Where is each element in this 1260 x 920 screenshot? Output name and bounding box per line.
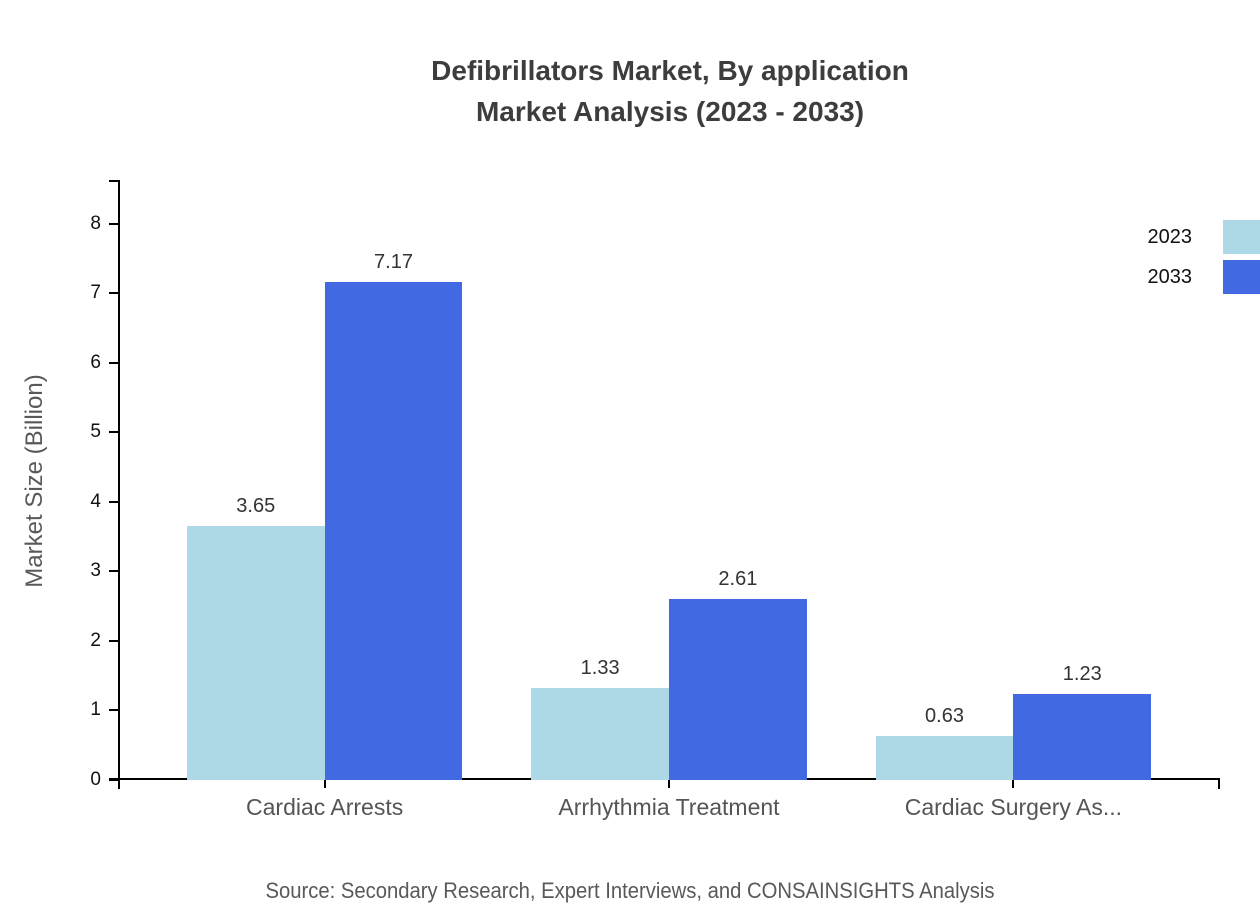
chart-title-line1: Defibrillators Market, By application <box>431 55 909 86</box>
chart-title: Defibrillators Market, By application Ma… <box>0 50 1260 132</box>
y-tick-mark <box>109 709 118 712</box>
x-tick-mark <box>668 780 670 788</box>
value-label: 0.63 <box>925 705 964 728</box>
y-tick-mark <box>109 639 118 642</box>
bar-2033-1 <box>669 598 807 780</box>
x-axis-right-cap <box>1218 780 1220 789</box>
legend-item-2033: 2033 <box>1148 260 1260 294</box>
y-tick-label: 2 <box>90 629 101 651</box>
bar-2033-0 <box>324 281 463 780</box>
value-label: 1.33 <box>580 656 620 679</box>
y-axis-top-cap <box>109 180 118 182</box>
y-tick-label: 1 <box>90 699 101 721</box>
bar-2023-1 <box>531 687 669 780</box>
value-label: 2.61 <box>718 567 758 590</box>
y-tick-mark <box>109 222 118 225</box>
x-tick-mark <box>323 780 326 788</box>
bar-2033-2 <box>1013 694 1152 780</box>
x-tick-mark <box>1012 780 1015 788</box>
value-label: 1.23 <box>1062 663 1102 686</box>
bar-2023-0 <box>186 526 325 780</box>
y-tick-mark <box>109 431 118 434</box>
value-label: 7.17 <box>374 250 413 273</box>
y-tick-label: 7 <box>90 282 101 304</box>
plot-area: 0 1 2 3 4 5 6 7 8 3.65 1.33 0.63 7.17 2.61 1.23 Cardi… <box>90 180 1220 820</box>
legend: 2023 2033 <box>1148 220 1260 300</box>
y-axis-line <box>118 180 120 782</box>
y-tick-label: 4 <box>90 490 101 512</box>
y-tick-mark <box>109 292 118 295</box>
legend-swatch <box>1223 220 1260 254</box>
x-axis-left-cap <box>118 780 120 789</box>
y-tick-mark <box>109 779 118 781</box>
y-tick-label: 6 <box>90 351 101 373</box>
category-label: Cardiac Arrests <box>246 794 404 820</box>
legend-item-2023: 2023 <box>1148 220 1260 254</box>
category-label: Arrhythmia Treatment <box>558 794 780 820</box>
chart-title-line2: Market Analysis (2023 - 2033) <box>475 96 865 127</box>
legend-swatch <box>1223 260 1260 294</box>
bar-2023-2 <box>875 736 1014 780</box>
legend-label: 2023 <box>1147 225 1193 248</box>
y-tick-mark <box>109 500 118 503</box>
y-tick-label: 5 <box>90 421 101 443</box>
category-label: Cardiac Surgery As... <box>904 794 1123 820</box>
y-tick-label: 0 <box>90 769 101 790</box>
value-label: 3.65 <box>236 495 276 518</box>
y-tick-mark <box>109 570 118 573</box>
y-tick-mark <box>109 361 118 364</box>
y-axis-title: Market Size (Billion) <box>21 374 48 588</box>
y-tick-label: 3 <box>90 560 101 582</box>
legend-label: 2033 <box>1147 265 1193 288</box>
y-tick-label: 8 <box>90 212 101 234</box>
source-text: Source: Secondary Research, Expert Inter… <box>265 878 995 903</box>
